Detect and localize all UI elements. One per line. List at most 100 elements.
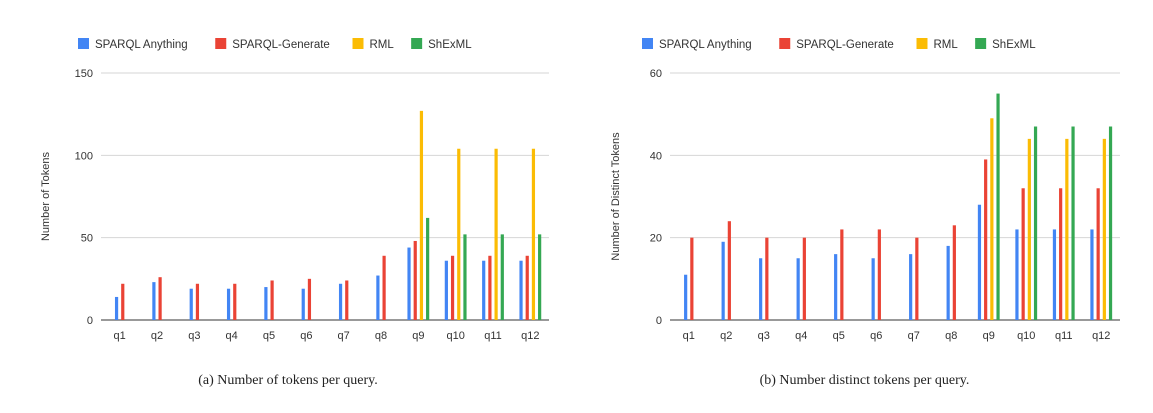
bar	[450, 255, 455, 320]
legend-label: SPARQL Anything	[95, 39, 188, 51]
bar	[444, 260, 448, 320]
y-tick-label: 100	[75, 150, 93, 162]
y-axis-title: Number of Tokens	[40, 151, 52, 241]
bar	[690, 237, 694, 320]
x-tick-label: q2	[151, 330, 163, 342]
bar	[457, 148, 461, 320]
y-tick-label: 0	[656, 315, 662, 327]
legend-label: RML	[370, 39, 395, 51]
bar	[419, 110, 424, 320]
bar	[721, 241, 725, 320]
bar	[834, 254, 838, 320]
bar	[796, 258, 800, 320]
bar	[531, 148, 536, 320]
legend: SPARQL Anything SPARQL-Generate RML ShExML	[78, 38, 472, 51]
legend-label: ShExML	[428, 39, 472, 51]
bar	[977, 204, 982, 320]
bar	[996, 93, 1000, 320]
bar	[1052, 229, 1057, 320]
legend-swatch	[916, 38, 928, 49]
chart-b-svg: SPARQL Anything SPARQL-Generate RML ShExML 0…	[610, 38, 1120, 342]
bar	[307, 278, 312, 320]
x-tick-label: q9	[983, 330, 995, 342]
legend-swatch	[78, 38, 89, 49]
x-tick-label: q10	[1017, 330, 1035, 342]
bar	[765, 237, 769, 320]
bar	[759, 258, 763, 320]
y-tick-label: 20	[650, 233, 662, 245]
bar	[488, 255, 492, 320]
legend-swatch	[779, 38, 791, 49]
bar	[952, 225, 956, 320]
bar	[345, 280, 349, 320]
y-tick-label: 60	[650, 68, 662, 80]
legend: SPARQL Anything SPARQL-Generate RML ShExML	[642, 38, 1036, 51]
bar	[500, 234, 504, 320]
legend-item: ShExML	[411, 38, 472, 51]
legend-item: SPARQL Anything	[78, 38, 188, 51]
bar	[482, 260, 486, 320]
bar	[840, 229, 844, 320]
bar	[189, 288, 193, 320]
legend-swatch	[411, 38, 423, 49]
bar	[1065, 138, 1069, 320]
bar	[382, 255, 386, 320]
chart-a-svg: SPARQL Anything SPARQL-Generate RML ShExML 0…	[40, 38, 549, 342]
legend-label: ShExML	[992, 39, 1036, 51]
bar	[413, 240, 417, 320]
x-tick-label: q1	[683, 330, 695, 342]
x-tick-label: q11	[1055, 330, 1073, 342]
bar	[915, 237, 919, 320]
caption-a: (a) Number of tokens per query.	[198, 373, 378, 388]
legend-item: SPARQL-Generate	[779, 38, 894, 51]
bar	[1102, 138, 1106, 320]
bar	[1021, 188, 1025, 320]
legend-label: RML	[934, 39, 959, 51]
x-tick-label: q2	[720, 330, 732, 342]
x-tick-label: q3	[758, 330, 770, 342]
bar	[158, 277, 162, 320]
legend-item: ShExML	[975, 38, 1036, 51]
bar	[407, 247, 411, 320]
x-tick-label: q5	[833, 330, 845, 342]
legend-item: SPARQL-Generate	[215, 38, 330, 51]
bar	[338, 283, 343, 320]
legend-swatch	[215, 38, 227, 49]
bar	[877, 229, 881, 320]
bar	[1096, 188, 1100, 320]
x-tick-label: q4	[226, 330, 238, 342]
y-axis-title: Number of Distinct Tokens	[610, 132, 622, 261]
chart-panel-b: SPARQL Anything SPARQL-Generate RML ShExML 0…	[576, 0, 1153, 413]
x-tick-label: q8	[375, 330, 387, 342]
x-tick-label: q12	[521, 330, 539, 342]
x-tick-label: q6	[870, 330, 882, 342]
bar	[984, 159, 988, 320]
bar	[121, 283, 125, 320]
bar	[463, 234, 467, 320]
chart-panel-a: SPARQL Anything SPARQL-Generate RML ShExML 0…	[0, 0, 576, 413]
x-tick-label: q5	[263, 330, 275, 342]
x-tick-label: q12	[1092, 330, 1110, 342]
bar	[494, 148, 498, 320]
bar	[538, 234, 542, 320]
legend-swatch	[352, 38, 364, 49]
x-tick-label: q9	[412, 330, 424, 342]
legend-label: SPARQL-Generate	[232, 39, 330, 51]
legend-swatch	[642, 38, 653, 49]
legend-label: SPARQL-Generate	[796, 39, 894, 51]
y-tick-label: 40	[650, 150, 662, 162]
x-tick-label: q1	[114, 330, 126, 342]
bar	[525, 255, 529, 320]
bar	[426, 217, 430, 320]
bar	[226, 288, 231, 320]
bar	[909, 254, 913, 320]
bar	[114, 296, 119, 320]
legend-item: RML	[352, 38, 395, 51]
legend-label: SPARQL Anything	[659, 39, 752, 51]
bar	[195, 283, 200, 320]
x-tick-label: q10	[446, 330, 464, 342]
bar	[233, 283, 237, 320]
bar	[802, 237, 806, 320]
bar	[270, 280, 274, 320]
bar	[1071, 126, 1075, 321]
